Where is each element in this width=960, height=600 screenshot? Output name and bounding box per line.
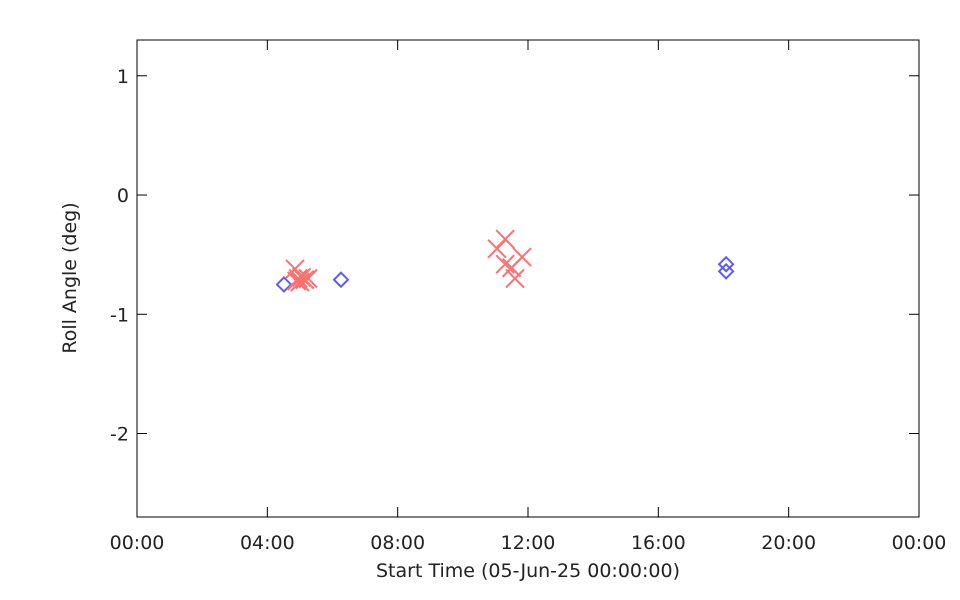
x-tick-label: 00:00 — [892, 532, 947, 554]
x-tick-label: 00:00 — [110, 532, 165, 554]
y-tick-label: -1 — [110, 304, 129, 326]
point — [505, 268, 525, 289]
point — [717, 262, 735, 280]
point — [512, 247, 532, 267]
point — [495, 229, 515, 249]
x-tick-label: 16:00 — [631, 532, 686, 554]
x-tick-label: 12:00 — [501, 532, 556, 554]
point — [275, 276, 293, 293]
x-tick-label: 08:00 — [370, 532, 425, 554]
x-tick-label: 20:00 — [761, 532, 816, 554]
x-axis-label: Start Time (05-Jun-25 00:00:00) — [376, 560, 680, 582]
point — [298, 268, 318, 289]
point — [495, 254, 515, 274]
point — [295, 269, 315, 290]
y-tick-label: 0 — [117, 185, 129, 207]
y-axis-label: Roll Angle (deg) — [59, 202, 81, 353]
y-tick-label: 1 — [117, 66, 129, 88]
plot-frame — [136, 39, 920, 518]
point — [288, 268, 308, 289]
x-tick-label: 04:00 — [240, 532, 295, 554]
point — [332, 271, 350, 289]
y-tick-label: -2 — [110, 424, 129, 446]
point — [717, 255, 735, 273]
